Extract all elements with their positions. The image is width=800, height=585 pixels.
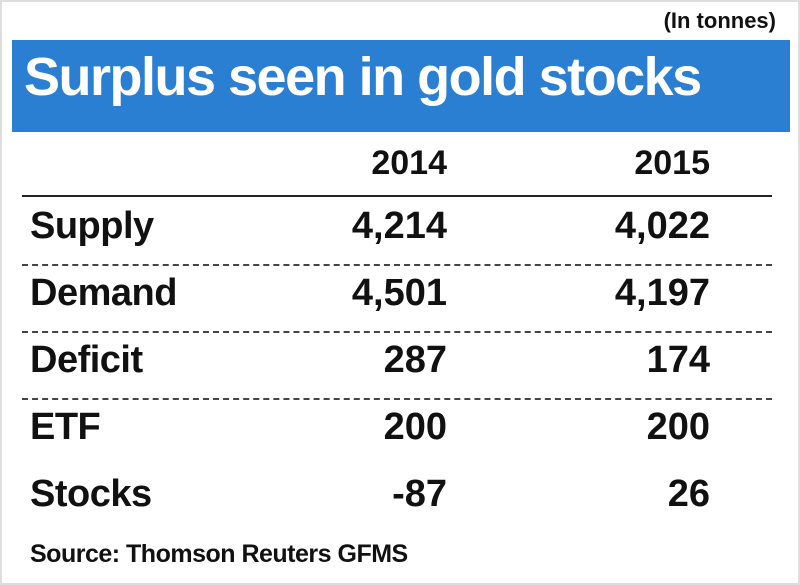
cell-value: 26 xyxy=(667,473,710,515)
row-label: Supply xyxy=(30,205,154,247)
cell-value: 4,022 xyxy=(614,205,710,247)
row-divider xyxy=(22,264,772,266)
unit-note: (In tonnes) xyxy=(663,8,776,33)
row-label: ETF xyxy=(30,406,101,448)
row-label: Deficit xyxy=(30,339,143,381)
cell-value: 287 xyxy=(383,339,447,381)
cell-value: 4,197 xyxy=(614,272,710,314)
cell-value: 174 xyxy=(646,339,710,381)
row-divider xyxy=(22,398,772,400)
row-label: Stocks xyxy=(30,473,152,515)
header-rule xyxy=(22,195,772,197)
title: Surplus seen in gold stocks xyxy=(24,47,702,107)
row-label: Demand xyxy=(30,272,177,314)
title-bar xyxy=(12,40,790,132)
source: Source: Thomson Reuters GFMS xyxy=(30,540,408,568)
cell-value: 4,501 xyxy=(351,272,447,314)
column-header: 2014 xyxy=(371,144,447,182)
cell-value: 200 xyxy=(646,406,710,448)
row-divider xyxy=(22,331,772,333)
cell-value: 200 xyxy=(383,406,447,448)
cell-value: 4,214 xyxy=(351,205,447,247)
column-header: 2015 xyxy=(634,144,710,182)
cell-value: -87 xyxy=(392,473,447,515)
